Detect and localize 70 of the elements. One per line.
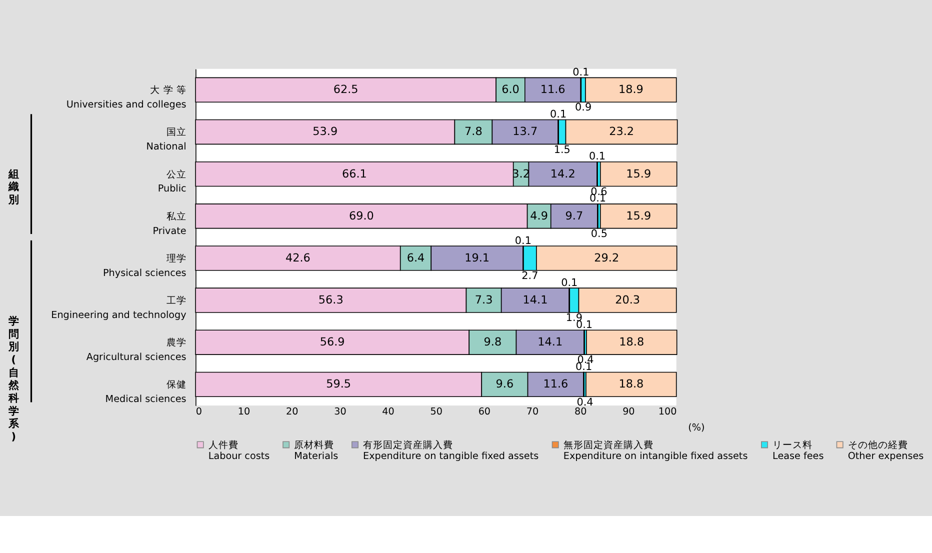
data-label: 14.2 bbox=[550, 167, 576, 180]
y-tick-label: 農学 Agricultural sciences bbox=[86, 336, 186, 363]
data-label: 69.0 bbox=[348, 209, 374, 222]
y-tick-label: 国立 National bbox=[146, 126, 186, 153]
x-tick-label: 0 bbox=[196, 406, 202, 418]
data-label: 15.9 bbox=[626, 209, 652, 222]
y-tick-label: 保健 Medical sciences bbox=[105, 380, 186, 406]
data-label: 9.6 bbox=[496, 378, 514, 391]
data-label: 0.9 bbox=[575, 102, 592, 114]
x-tick-label: 20 bbox=[286, 406, 298, 418]
data-label: 18.8 bbox=[619, 336, 644, 349]
data-label: 66.1 bbox=[342, 167, 367, 180]
data-label: 42.6 bbox=[285, 251, 310, 264]
legend-label: 無形固定資産購入費 Expenditure on intangible fixed assets bbox=[563, 438, 748, 462]
data-label: 0.1 bbox=[550, 108, 567, 121]
x-tick-label: 50 bbox=[430, 406, 442, 418]
data-label: 6.0 bbox=[502, 83, 520, 96]
x-tick-label: 100 bbox=[658, 406, 677, 418]
data-label: 0.1 bbox=[588, 150, 606, 163]
y-tick-label: 理学 Physical sciences bbox=[103, 252, 186, 279]
data-label: 15.9 bbox=[626, 167, 652, 180]
data-label: 20.3 bbox=[615, 293, 640, 306]
y-tick-label: 工学 Engineering and technology bbox=[51, 294, 187, 321]
data-label: 62.5 bbox=[333, 83, 358, 96]
x-tick-label: 10 bbox=[238, 406, 250, 418]
data-label: 11.6 bbox=[543, 378, 568, 391]
data-label: 19.1 bbox=[464, 251, 490, 264]
data-label: 0.1 bbox=[572, 66, 590, 78]
legend-label: 原材料費 Materials bbox=[294, 438, 338, 462]
data-label: 18.9 bbox=[618, 83, 644, 96]
data-label: 0.5 bbox=[590, 228, 608, 240]
data-label: 6.4 bbox=[406, 251, 425, 264]
data-label: 9.8 bbox=[484, 336, 502, 349]
data-label: 9.7 bbox=[565, 209, 584, 222]
data-label: 53.9 bbox=[312, 125, 338, 138]
data-label: 1.5 bbox=[554, 144, 570, 156]
y-tick-label: 私立 Private bbox=[152, 210, 186, 237]
data-label: 7.3 bbox=[474, 293, 493, 306]
data-label: 4.9 bbox=[530, 209, 548, 222]
text: 組織別 bbox=[8, 168, 19, 206]
data-label: 0.1 bbox=[576, 318, 593, 331]
data-label: 18.8 bbox=[618, 378, 644, 391]
data-label: 29.2 bbox=[594, 251, 620, 264]
data-label: 56.3 bbox=[318, 293, 344, 306]
x-tick-label: 80 bbox=[574, 406, 587, 418]
legend-label: 人件費 Labour costs bbox=[208, 438, 270, 462]
data-label: 2.7 bbox=[522, 270, 538, 282]
y-tick-label: 大 学 等 Universities and colleges bbox=[66, 84, 186, 111]
data-label: 14.1 bbox=[538, 336, 563, 349]
data-label: 0.4 bbox=[576, 396, 594, 408]
x-tick-label: 70 bbox=[526, 406, 539, 418]
data-label: 59.5 bbox=[326, 378, 352, 391]
legend-label: その他の経費 Other expenses bbox=[848, 438, 924, 462]
text: 学問別(自然科学系) bbox=[8, 316, 19, 443]
x-tick-label: 40 bbox=[382, 406, 394, 418]
y-tick-label: 公立 Public bbox=[158, 168, 186, 195]
x-tick-label: 90 bbox=[622, 406, 635, 418]
legend-label: 有形固定資産購入費 Expenditure on tangible fixed assets bbox=[363, 438, 539, 462]
x-tick-label: 30 bbox=[334, 406, 346, 418]
data-label: 11.6 bbox=[540, 83, 566, 96]
data-label: 13.7 bbox=[512, 125, 538, 138]
data-label: 14.1 bbox=[522, 293, 548, 306]
x-tick-label: 60 bbox=[478, 406, 491, 418]
data-label: 0.1 bbox=[514, 234, 532, 247]
data-label: 0.1 bbox=[561, 276, 578, 289]
data-label: 7.8 bbox=[464, 125, 482, 138]
data-label: 23.2 bbox=[609, 125, 634, 138]
legend-label: リース料 Lease fees bbox=[772, 438, 824, 462]
x-axis-title: (%) bbox=[688, 422, 705, 434]
data-label: 56.9 bbox=[320, 336, 345, 349]
